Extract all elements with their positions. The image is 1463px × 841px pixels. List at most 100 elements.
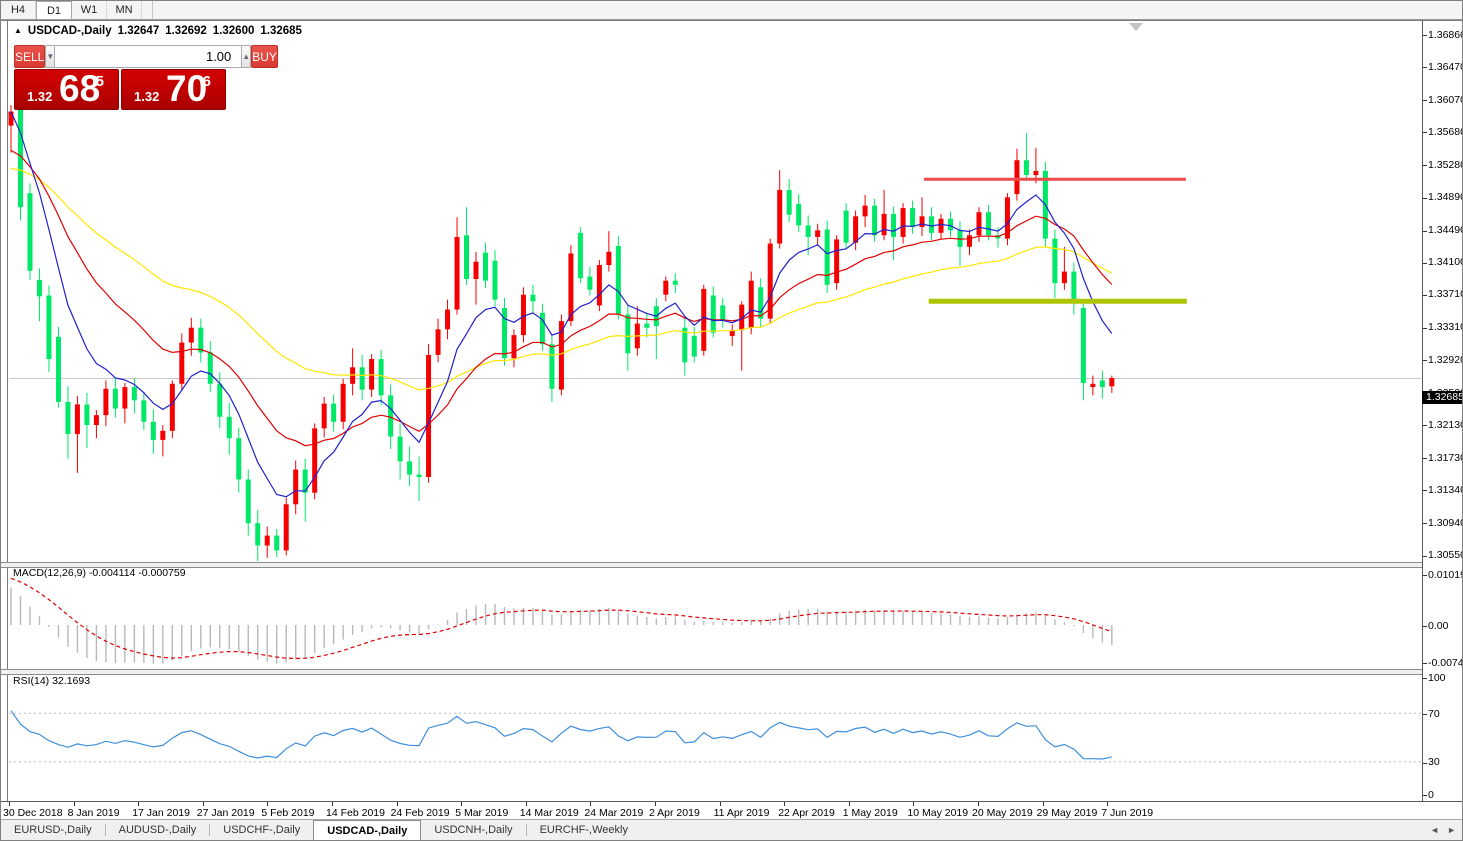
- axis-tick-mark: [1423, 795, 1427, 796]
- buy-button[interactable]: BUY: [251, 45, 278, 68]
- date-tick-mark: [9, 802, 10, 806]
- volume-input[interactable]: [55, 45, 242, 68]
- date-tick-mark: [913, 802, 915, 806]
- tab-usdcad-daily[interactable]: USDCAD-,Daily: [313, 820, 422, 840]
- timeframe-button-mn[interactable]: MN: [107, 1, 142, 19]
- axis-tick-mark: [1423, 523, 1427, 525]
- symbol-title: USDCAD-,Daily: [27, 25, 112, 37]
- current-price-tag: 1.32685: [1422, 391, 1462, 405]
- date-axis-label: 5 Feb 2019: [261, 807, 315, 819]
- price-axis-label: 1.33310: [1428, 321, 1463, 334]
- timeframe-button-w1[interactable]: W1: [72, 1, 107, 19]
- date-axis-label: 22 Apr 2019: [778, 807, 835, 819]
- axis-tick-mark: [1423, 197, 1427, 199]
- ohlc-open: 1.32647: [117, 25, 160, 37]
- one-click-trading-panel: SELL ▼ ▲ BUY 1.32 68 5 1.32 70 6: [14, 45, 278, 110]
- macd-axis-label: 0.00: [1428, 619, 1449, 632]
- price-axis-label: 1.32920: [1428, 353, 1463, 366]
- rsi-axis-label: 0: [1428, 788, 1434, 801]
- tab-usdcnh-daily[interactable]: USDCNH-,Daily: [434, 824, 513, 836]
- date-axis-label: 14 Mar 2019: [519, 807, 579, 819]
- sell-button[interactable]: SELL: [14, 45, 46, 68]
- tab-audusd-daily[interactable]: AUDUSD-,Daily: [118, 824, 197, 836]
- date-axis-label: 5 Mar 2019: [455, 807, 509, 819]
- chart-header: ▲ USDCAD-,Daily 1.32647 1.32692 1.32600 1.326…: [14, 25, 302, 37]
- date-tick-mark: [1107, 802, 1109, 806]
- date-tick-mark: [267, 802, 269, 806]
- price-chart-canvas[interactable]: [8, 21, 1422, 801]
- price-axis-label: 1.30550: [1428, 549, 1463, 562]
- price-axis-label: 1.32130: [1428, 418, 1463, 431]
- axis-tick-mark: [1423, 230, 1427, 232]
- date-axis-label: 2 Apr 2019: [649, 807, 700, 819]
- date-axis-label: 14 Feb 2019: [326, 807, 385, 819]
- sell-big-figure: 1.32: [27, 89, 53, 104]
- tab-eurusd-daily[interactable]: EURUSD-,Daily: [14, 824, 92, 836]
- price-axis[interactable]: 1.36860 1.36470 1.36070 1.35680 1.35280 1.348…: [1422, 21, 1463, 801]
- timeframe-button-h4[interactable]: H4: [1, 1, 36, 19]
- tab-scroll-buttons: ◄ ►: [1430, 820, 1460, 840]
- axis-tick-mark: [1423, 762, 1427, 764]
- axis-tick-mark: [1423, 555, 1427, 557]
- rsi-axis-label: 30: [1428, 756, 1440, 769]
- date-tick-mark: [1042, 802, 1044, 806]
- date-tick-mark: [655, 802, 656, 806]
- axis-tick-mark: [1423, 458, 1427, 460]
- axis-tick-mark: [1423, 490, 1427, 492]
- date-axis-label: 17 Jan 2019: [132, 807, 190, 819]
- tab-scroll-left-icon[interactable]: ◄: [1430, 825, 1440, 835]
- ohlc-high: 1.32692: [165, 25, 207, 37]
- buy-point: 6: [202, 73, 211, 90]
- date-tick-mark: [461, 802, 463, 806]
- rsi-axis-label: 100: [1428, 671, 1446, 684]
- tab-separator: [209, 824, 211, 836]
- date-tick-mark: [848, 802, 850, 806]
- tab-separator: [525, 824, 527, 836]
- price-axis-label: 1.31340: [1428, 483, 1463, 496]
- date-tick-mark: [73, 802, 75, 806]
- collapse-panel-icon[interactable]: ▲: [14, 26, 22, 35]
- buy-price-panel[interactable]: 1.32 70 6: [121, 68, 226, 110]
- sell-price-panel[interactable]: 1.32 68 5: [14, 68, 119, 110]
- price-axis-label: 1.36860: [1428, 28, 1463, 41]
- date-tick-mark: [590, 802, 592, 806]
- date-axis[interactable]: 30 Dec 2018 8 Jan 2019 17 Jan 2019 27 Jan 2…: [1, 801, 1462, 823]
- price-axis-label: 1.35680: [1428, 125, 1463, 138]
- axis-tick-mark: [1423, 294, 1427, 296]
- axis-tick-mark: [1423, 132, 1427, 134]
- ohlc-close: 1.32685: [260, 25, 302, 37]
- axis-tick-mark: [1423, 626, 1427, 627]
- price-axis-label: 1.36070: [1428, 93, 1463, 106]
- tab-separator: [104, 824, 106, 836]
- date-axis-label: 27 Jan 2019: [196, 807, 255, 819]
- volume-decrease-icon[interactable]: ▼: [45, 45, 56, 68]
- axis-tick-mark: [1423, 663, 1427, 665]
- timeframe-button-d1[interactable]: D1: [36, 1, 72, 19]
- tab-scroll-right-icon[interactable]: ►: [1447, 825, 1456, 835]
- date-axis-label: 24 Feb 2019: [390, 807, 450, 819]
- buy-pips: 70: [166, 68, 208, 109]
- price-axis-label: 1.34490: [1428, 224, 1463, 237]
- ohlc-low: 1.32600: [212, 25, 255, 37]
- axis-tick-mark: [1423, 678, 1427, 679]
- date-axis-label: 1 May 2019: [842, 807, 898, 819]
- toolbar-divider: [152, 1, 153, 19]
- chart-area[interactable]: ▲ USDCAD-,Daily 1.32647 1.32692 1.32600 1.326…: [1, 20, 1463, 823]
- axis-tick-mark: [1423, 425, 1427, 427]
- volume-increase-icon[interactable]: ▲: [241, 45, 252, 68]
- price-axis-label: 1.33710: [1428, 288, 1463, 301]
- price-axis-label: 1.34100: [1428, 256, 1463, 269]
- date-axis-label: 29 May 2019: [1036, 807, 1098, 819]
- macd-pane-divider[interactable]: [1, 562, 1462, 568]
- rsi-pane-divider[interactable]: [1, 669, 1462, 675]
- date-axis-label: 11 Apr 2019: [713, 807, 770, 819]
- price-axis-label: 1.36470: [1428, 60, 1463, 73]
- date-axis-label: 24 Mar 2019: [584, 807, 644, 819]
- date-axis-label: 20 May 2019: [972, 807, 1033, 819]
- tab-usdchf-daily[interactable]: USDCHF-,Daily: [223, 824, 301, 836]
- tab-eurchf-weekly[interactable]: EURCHF-,Weekly: [539, 824, 628, 836]
- chart-shift-marker-icon[interactable]: [1129, 23, 1143, 31]
- chart-left-border: [7, 20, 8, 801]
- axis-tick-mark: [1423, 165, 1427, 167]
